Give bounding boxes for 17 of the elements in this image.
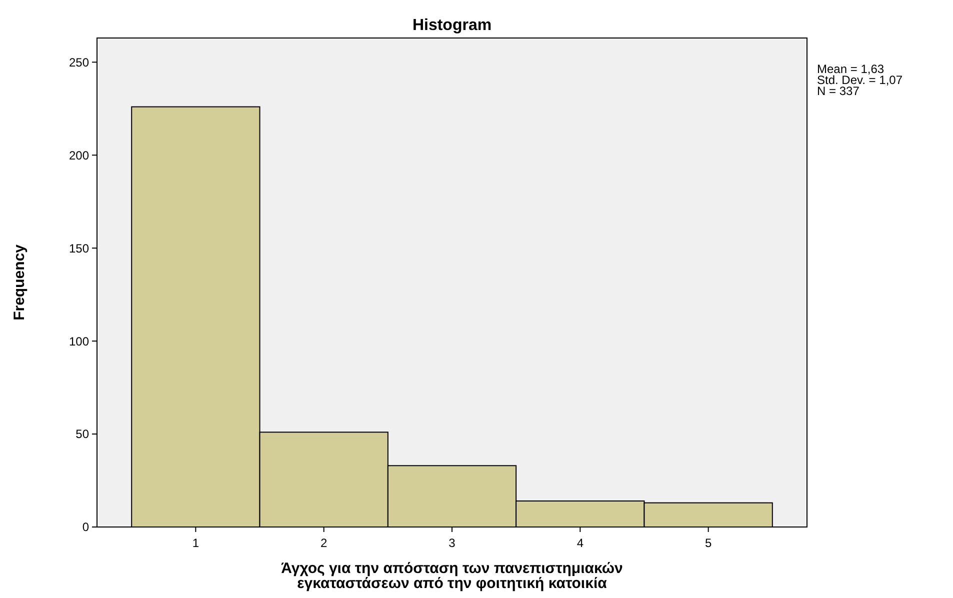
text: Mean = 1,63 [817,62,884,76]
y-tick-label: 0 [82,520,90,534]
x-axis-title: Άγχος για την απόσταση των πανεπιστημιακών εγκαταστάσεων από την φοιτητική κατοικία [281,560,623,592]
x-tick-label: 2 [320,536,328,550]
chart-title: Histogram [412,17,492,34]
text: Std. Dev. = 1,07 [817,73,903,87]
x-tick-label: 4 [576,536,584,550]
y-tick-label: 250 [68,55,90,70]
x-tick-label: 5 [704,536,712,550]
y-tick-label: 150 [68,241,90,256]
y-tick-label: 50 [76,427,90,442]
x-tick-label: 1 [192,536,200,550]
text: N = 337 [817,84,860,98]
y-tick-label: 100 [68,334,90,348]
x-tick-label: 3 [448,536,456,550]
y-axis-title: Frequency [11,244,28,320]
y-tick-label: 200 [68,148,90,162]
